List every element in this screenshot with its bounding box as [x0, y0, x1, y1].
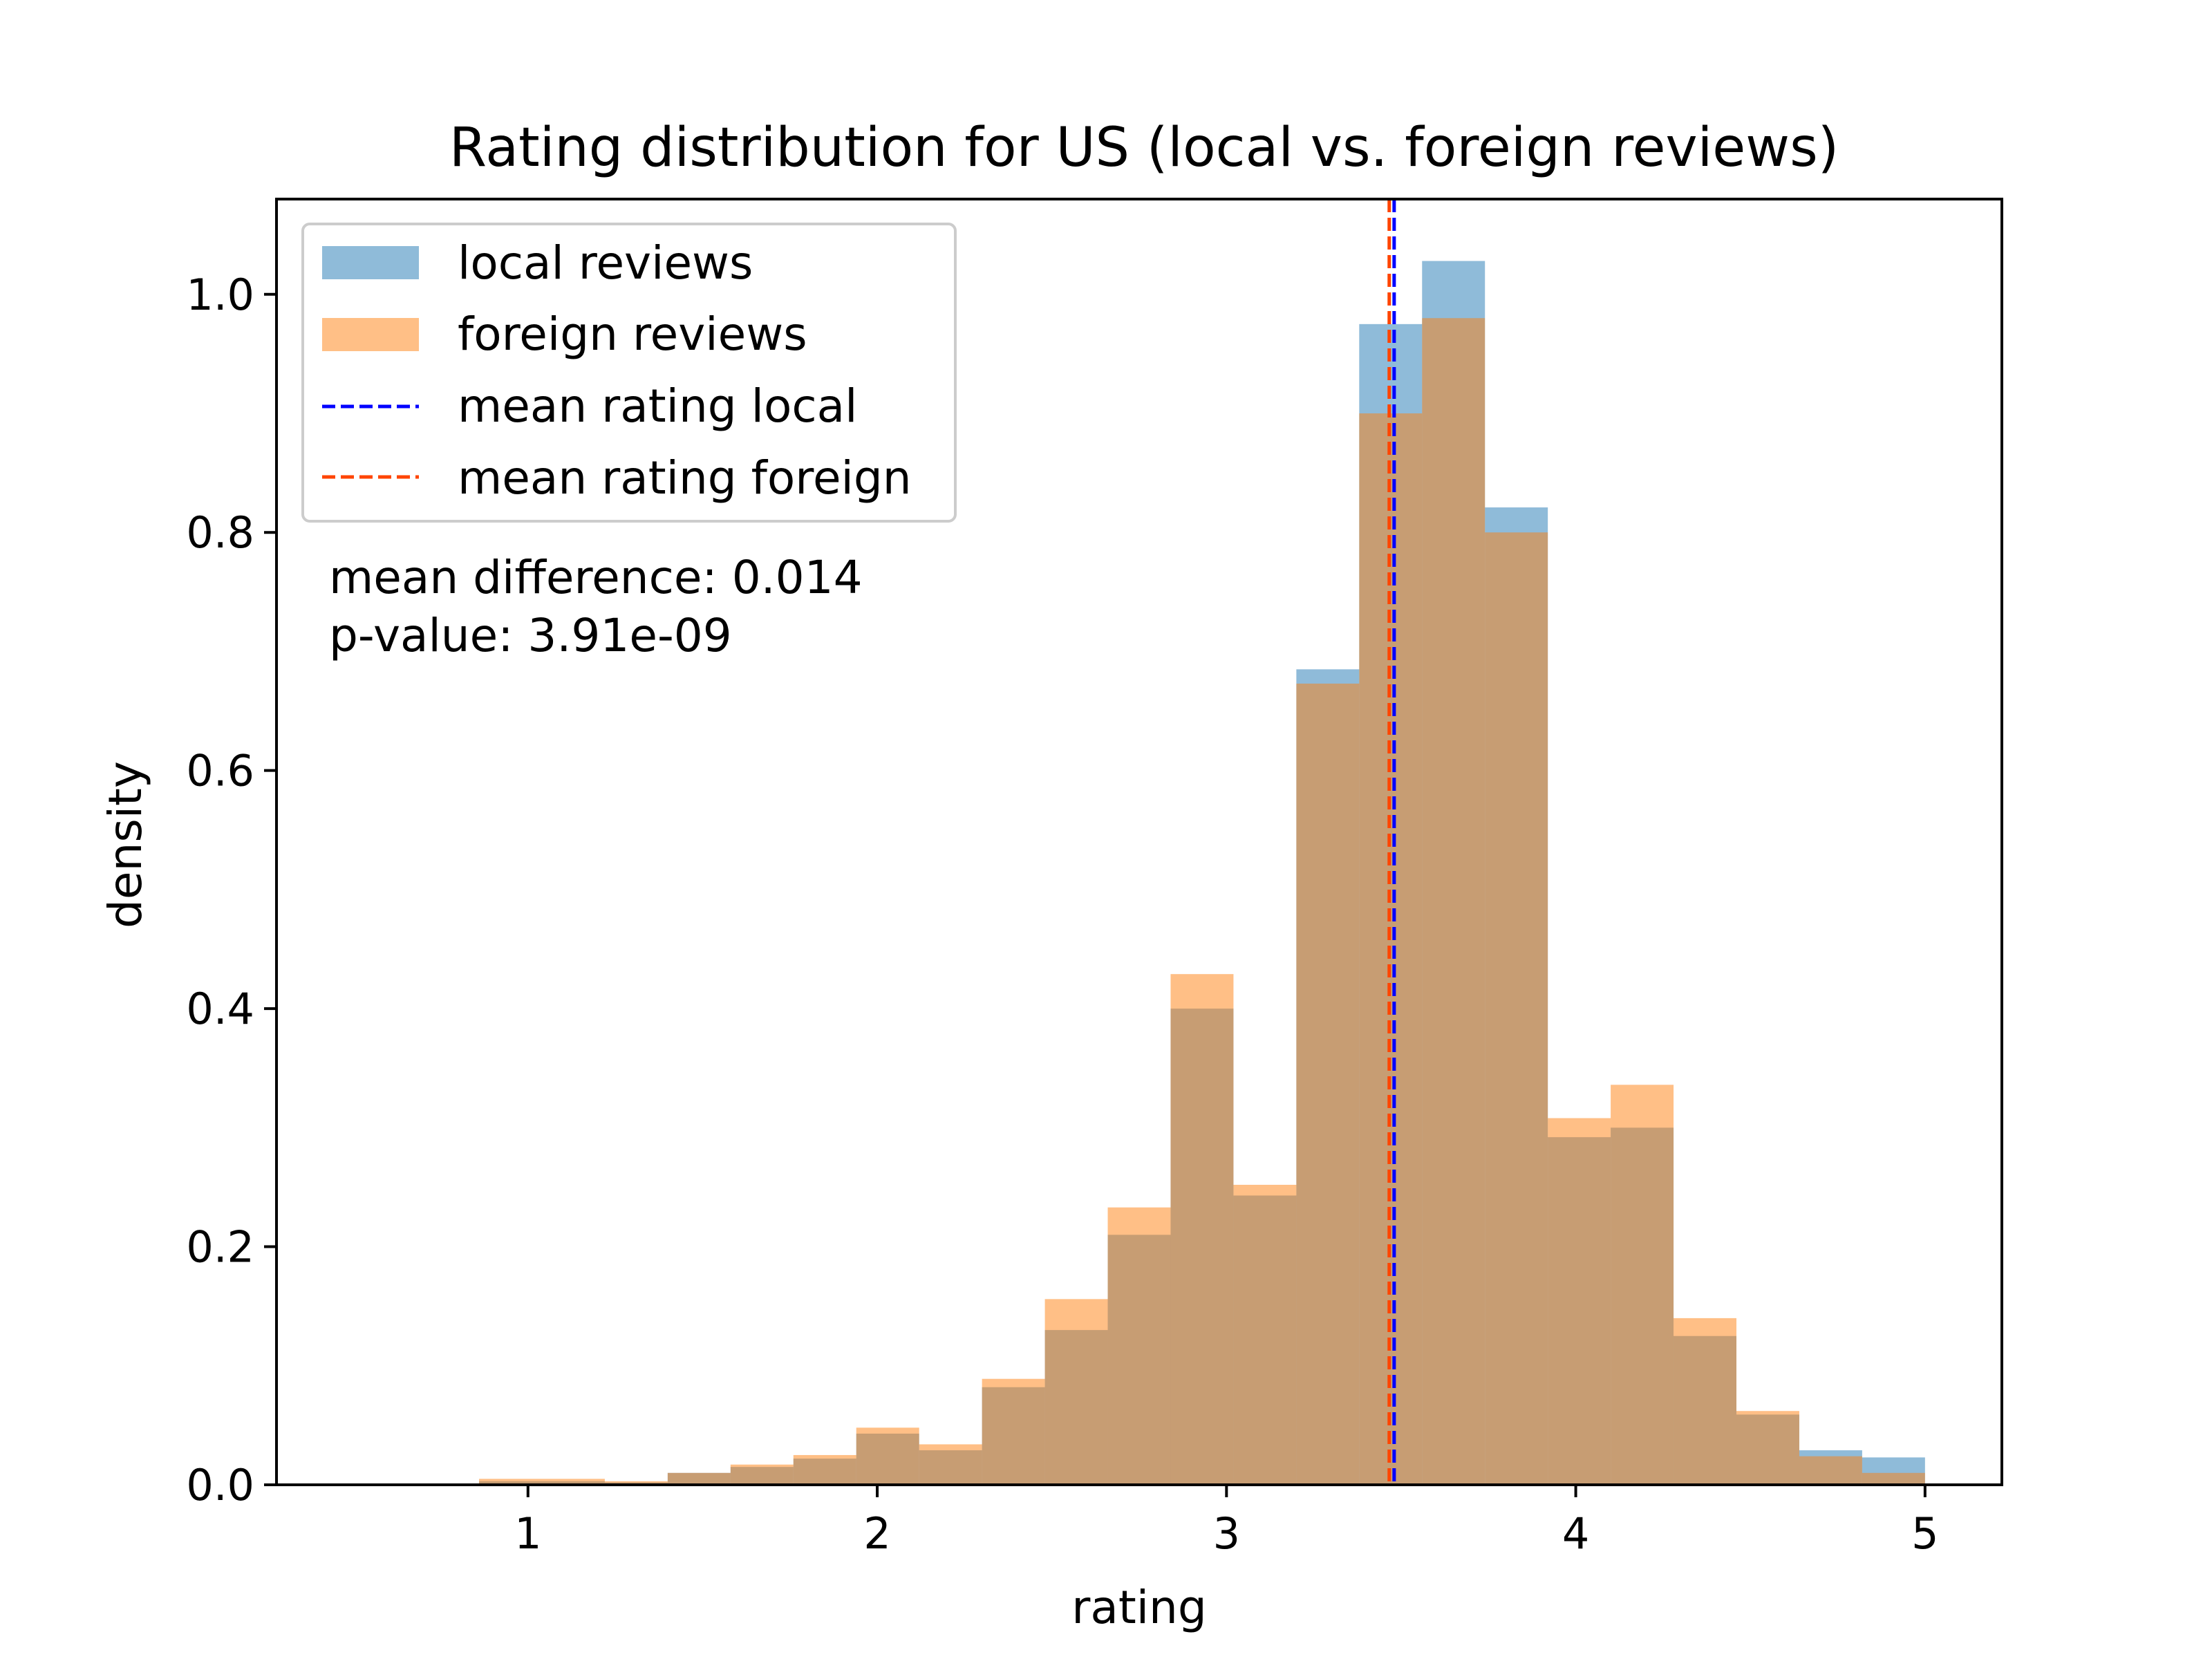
bar-foreign-reviews-12: [1107, 1207, 1171, 1485]
bar-foreign-reviews-22: [1736, 1411, 1799, 1485]
x-tick-label: 4: [1562, 1508, 1589, 1559]
annotation-p-value: p-value: 3.91e-09: [329, 609, 732, 662]
x-tick-label: 2: [863, 1508, 890, 1559]
legend-label-local-reviews: local reviews: [458, 236, 753, 290]
x-tick-label: 5: [1911, 1508, 1938, 1559]
legend-frame: [301, 223, 957, 523]
y-tick-label: 0.4: [186, 984, 254, 1034]
plot-area-frame: [275, 198, 2003, 1486]
bar-foreign-reviews-24: [1862, 1472, 1925, 1485]
bar-foreign-reviews-9: [919, 1444, 982, 1485]
ticks-group: 1 2 3 4 5 0.0 0.2 0.4 0.6 0.8 1.0: [186, 270, 1938, 1559]
bar-foreign-reviews-17: [1422, 318, 1485, 1485]
x-tick-label: 1: [514, 1508, 541, 1559]
bar-foreign-reviews-10: [982, 1378, 1045, 1485]
bar-foreign-reviews-21: [1674, 1318, 1736, 1485]
bar-foreign-reviews-14: [1233, 1185, 1297, 1485]
bars-group: [353, 261, 1925, 1485]
y-tick-label: 0.0: [186, 1460, 254, 1510]
bar-foreign-reviews-7: [793, 1454, 856, 1485]
legend-swatch-local-reviews: [322, 246, 419, 279]
bar-foreign-reviews-2: [479, 1479, 542, 1485]
x-tick-label: 3: [1213, 1508, 1240, 1559]
mean-lines-group: [1387, 199, 1396, 1485]
bar-foreign-reviews-6: [730, 1464, 794, 1485]
bar-foreign-reviews-23: [1799, 1456, 1862, 1485]
y-tick-label: 1.0: [186, 270, 254, 320]
bar-foreign-reviews-11: [1044, 1299, 1108, 1485]
y-tick-label: 0.2: [186, 1222, 254, 1273]
y-axis-label: density: [99, 761, 152, 928]
y-tick-label: 0.6: [186, 746, 254, 796]
legend-swatch-foreign-reviews: [322, 318, 419, 351]
bar-foreign-reviews-20: [1611, 1085, 1674, 1485]
legend: local reviews foreign reviews mean ratin…: [301, 223, 957, 523]
bar-foreign-reviews-3: [542, 1479, 605, 1485]
bar-foreign-reviews-4: [604, 1481, 668, 1485]
x-axis-label: rating: [1071, 1581, 1207, 1634]
bar-foreign-reviews-15: [1296, 683, 1360, 1485]
legend-label-mean-rating-local: mean rating local: [458, 379, 857, 433]
bar-foreign-reviews-19: [1548, 1118, 1611, 1485]
bar-foreign-reviews-18: [1485, 532, 1548, 1485]
bar-foreign-reviews-5: [667, 1472, 731, 1485]
annotation-mean-difference: mean difference: 0.014: [329, 551, 863, 604]
y-tick-label: 0.8: [186, 507, 254, 558]
bar-foreign-reviews-8: [856, 1427, 919, 1485]
legend-label-foreign-reviews: foreign reviews: [458, 308, 807, 361]
bar-foreign-reviews-13: [1170, 974, 1234, 1485]
chart-title: Rating distribution for US (local vs. fo…: [449, 117, 1839, 179]
legend-label-mean-rating-foreign: mean rating foreign: [458, 451, 912, 505]
